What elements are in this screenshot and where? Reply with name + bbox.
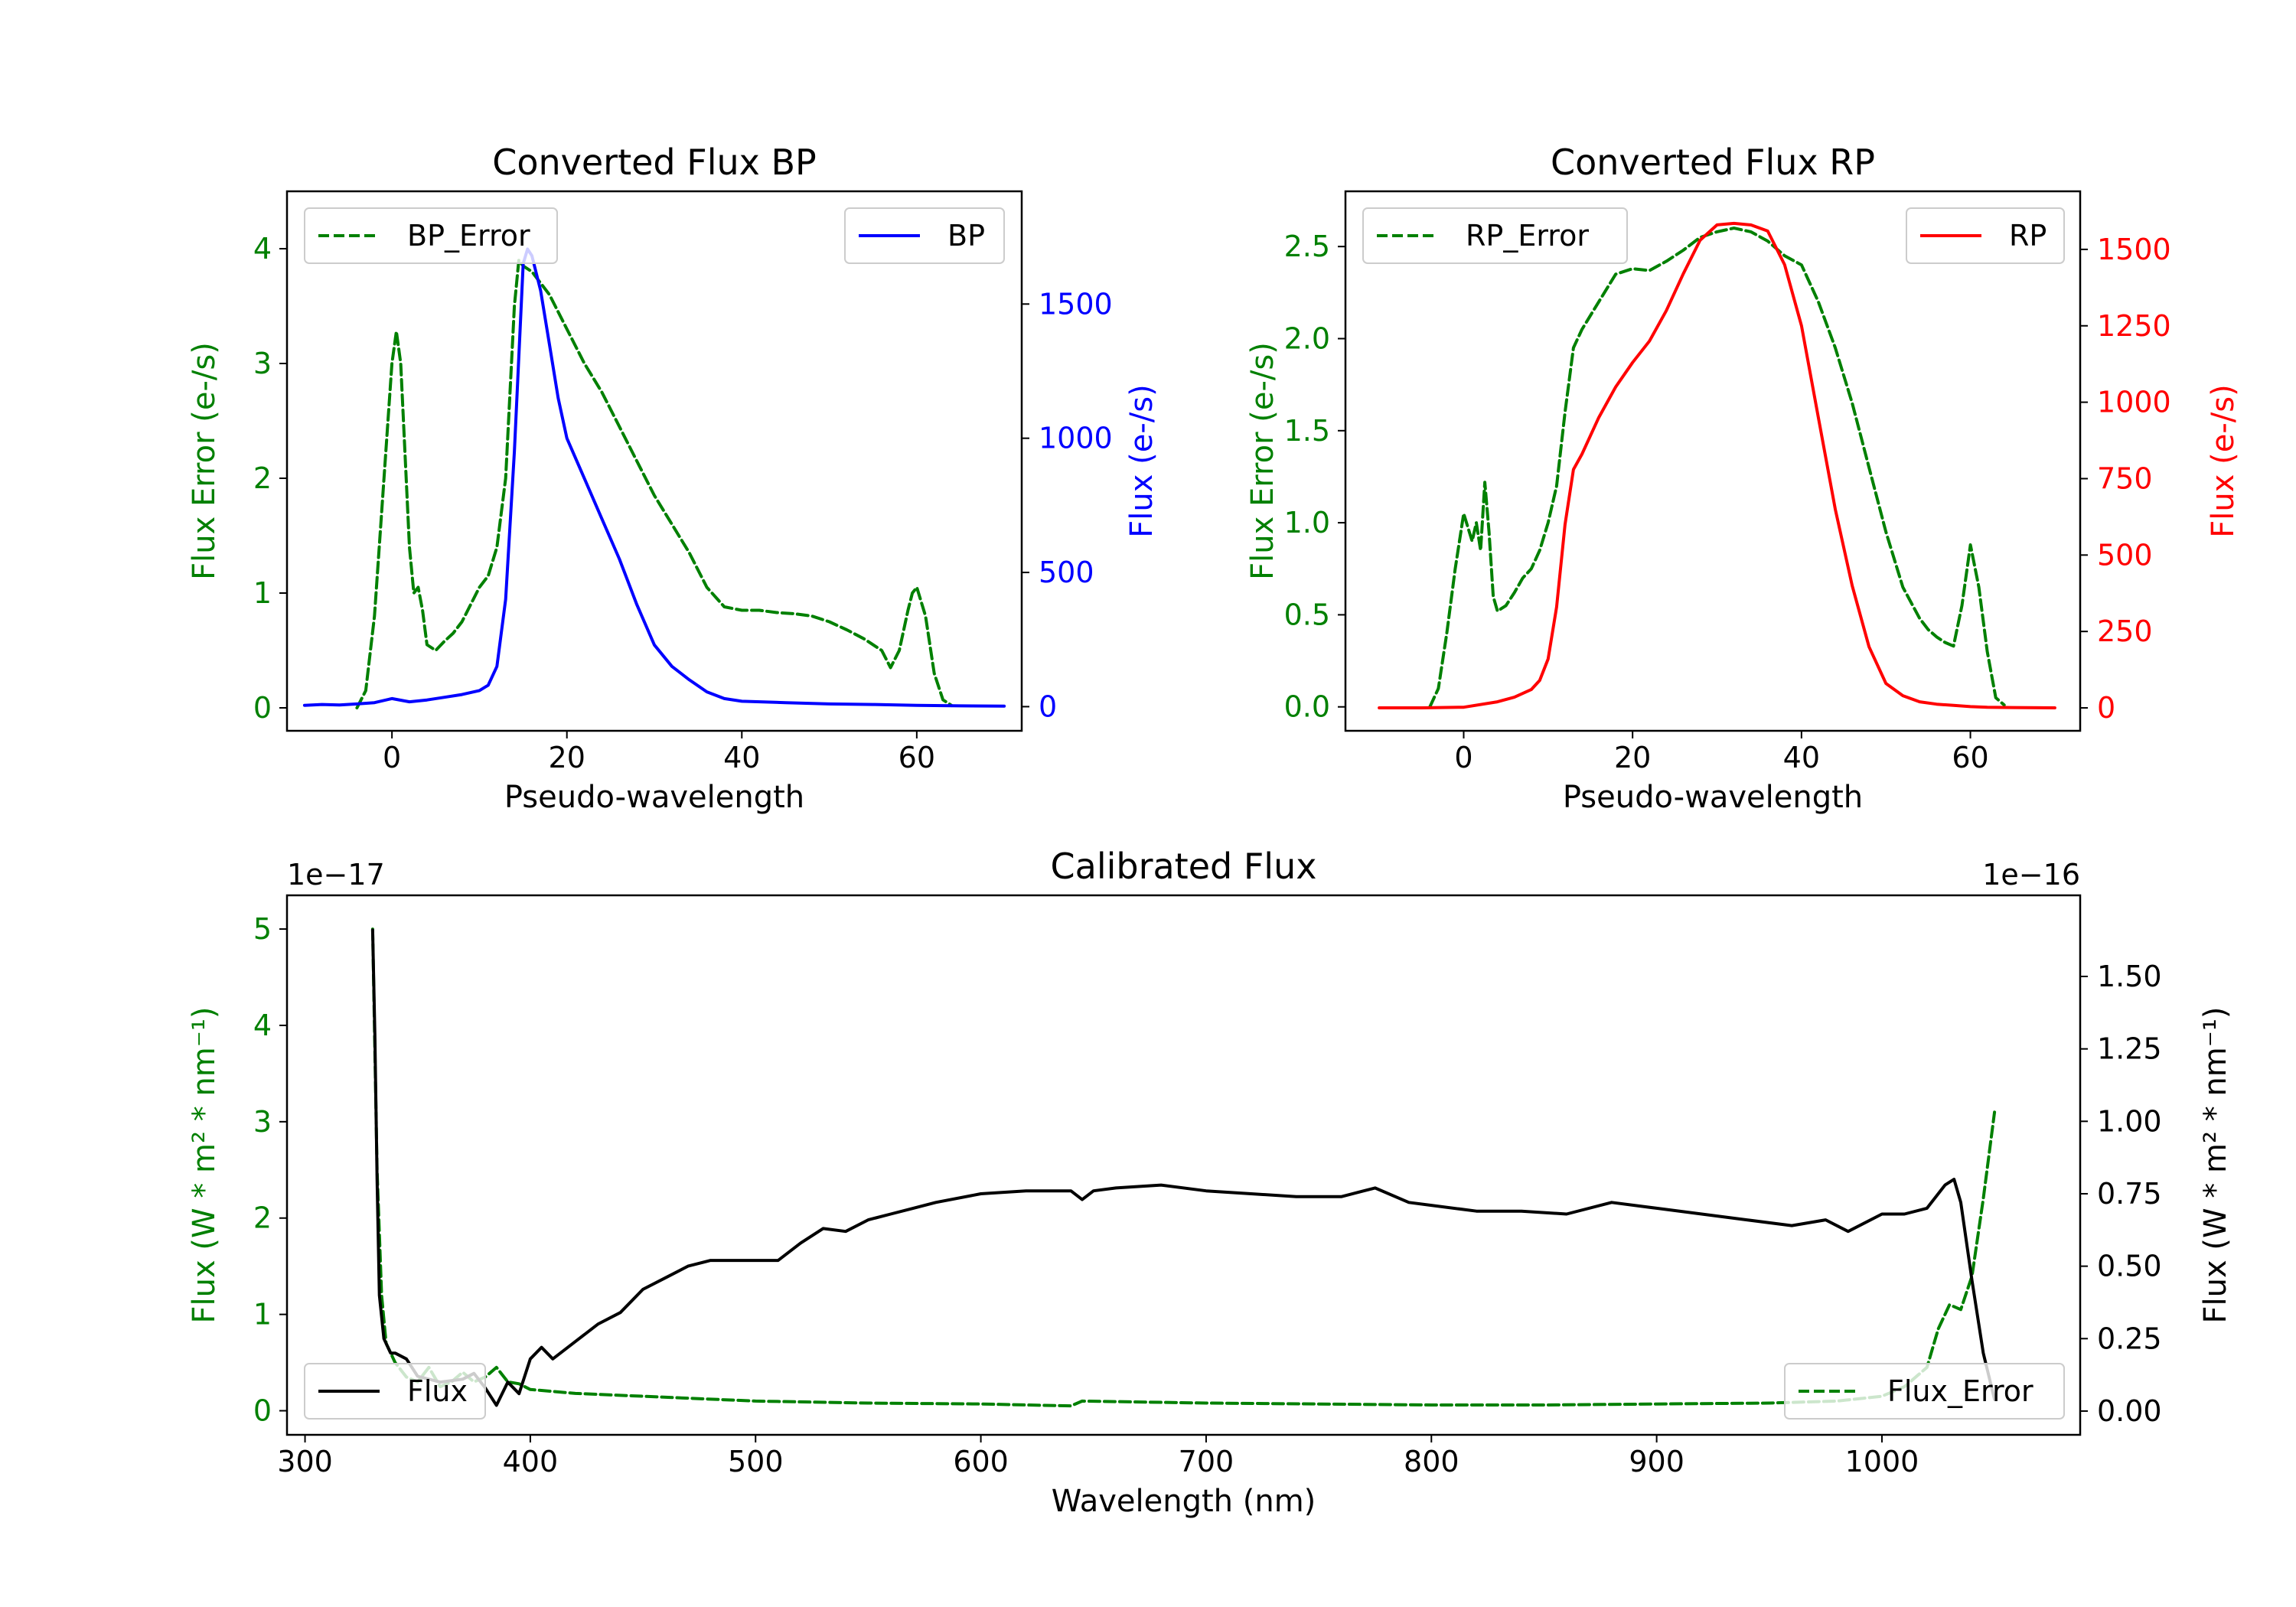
chart-title: Converted Flux RP <box>1551 142 1875 183</box>
y-left-tick-label: 0.0 <box>1284 690 1330 724</box>
chart-rp: 0 20 40 60 0.0 0.5 1.0 1.5 2.0 2.5 0 250 500 750 1000 1… <box>1245 142 2241 815</box>
chart-cal: 300 400 500 600 700 800 900 1000 0 1 2 3 4 5 0.00 0.25 0… <box>187 846 2233 1519</box>
legend-box <box>1784 1363 2065 1420</box>
y-left-tick-label: 0 <box>253 691 272 725</box>
legend-box <box>304 1363 486 1420</box>
y-right-tick-label: 1250 <box>2097 309 2171 343</box>
y-left-tick-label: 2 <box>253 461 272 495</box>
x-tick-label: 0 <box>1454 741 1473 774</box>
y-right-tick-label: 0 <box>1039 689 1057 723</box>
legend-label: RP_Error <box>1466 219 1589 253</box>
x-tick-label: 40 <box>723 741 760 774</box>
legend-box <box>304 207 558 264</box>
legend: Flux_Error <box>1784 1363 2065 1420</box>
x-tick-label: 400 <box>503 1445 559 1478</box>
legend-label: BP <box>947 219 985 253</box>
legend-box <box>844 207 1005 264</box>
y-right-offset-label: 1e−16 <box>1982 858 2080 892</box>
y-right-tick-label: 0.00 <box>2097 1394 2162 1428</box>
series-line-rp <box>1378 221 2056 709</box>
y-left-tick-label: 2 <box>253 1201 272 1235</box>
y-right-tick-label: 500 <box>1039 556 1094 589</box>
y-right-tick-label: 1.25 <box>2097 1032 2162 1066</box>
x-tick-label: 0 <box>383 741 401 774</box>
axes-frame <box>1344 190 2082 732</box>
x-axis-label: Pseudo-wavelength <box>1563 780 1863 815</box>
x-tick-label: 800 <box>1404 1445 1459 1478</box>
x-axis-label: Pseudo-wavelength <box>504 780 804 815</box>
y-left-tick-label: 1.5 <box>1284 414 1330 448</box>
y-left-tick-label: 1 <box>253 576 272 610</box>
y-right-axis-label: Flux (e-/s) <box>1124 384 1159 537</box>
y-left-tick-label: 3 <box>253 347 272 380</box>
y-right-tick-label: 1.50 <box>2097 960 2162 993</box>
legend-box <box>1362 207 1628 264</box>
chart-title: Calibrated Flux <box>1051 846 1317 887</box>
x-tick-label: 40 <box>1783 741 1820 774</box>
legend-box <box>1906 207 2065 264</box>
legend: BP <box>844 207 1005 264</box>
x-tick-label: 500 <box>728 1445 784 1478</box>
y-right-tick-label: 1000 <box>2097 386 2171 419</box>
y-left-axis-label: Flux Error (e-/s) <box>187 342 222 580</box>
x-tick-label: 900 <box>1629 1445 1684 1478</box>
chart-title: Converted Flux BP <box>492 142 817 183</box>
legend-label: Flux_Error <box>1887 1374 2033 1408</box>
y-right-tick-label: 1000 <box>1039 422 1113 455</box>
legend-label: RP <box>2009 219 2047 253</box>
x-tick-label: 1000 <box>1845 1445 1919 1478</box>
y-left-tick-label: 2.0 <box>1284 321 1330 355</box>
x-axis-label: Wavelength (nm) <box>1052 1484 1316 1519</box>
x-tick-label: 60 <box>899 741 935 774</box>
y-right-tick-label: 250 <box>2097 614 2153 648</box>
y-left-tick-label: 4 <box>253 232 272 266</box>
x-tick-label: 600 <box>953 1445 1009 1478</box>
series-line-bp <box>302 247 1006 708</box>
x-tick-label: 700 <box>1179 1445 1234 1478</box>
x-tick-label: 20 <box>1614 741 1651 774</box>
y-right-axis-label: Flux (W * m² * nm⁻¹) <box>2198 1007 2233 1324</box>
legend: RP_Error <box>1362 207 1628 264</box>
y-right-tick-label: 0.75 <box>2097 1177 2162 1211</box>
legend: RP <box>1906 207 2065 264</box>
y-left-tick-label: 3 <box>253 1105 272 1139</box>
x-tick-label: 20 <box>549 741 585 774</box>
y-right-tick-label: 0 <box>2097 691 2115 725</box>
y-left-tick-label: 1.0 <box>1284 506 1330 539</box>
series-line-bp-error <box>355 259 954 709</box>
y-right-tick-label: 1500 <box>2097 233 2171 266</box>
y-left-tick-label: 0.5 <box>1284 598 1330 631</box>
axes-frame <box>285 190 1023 732</box>
legend: Flux <box>304 1363 486 1420</box>
y-left-tick-label: 1 <box>253 1298 272 1332</box>
y-right-axis-label: Flux (e-/s) <box>2206 384 2241 537</box>
legend-label: Flux <box>407 1374 468 1408</box>
y-left-tick-label: 4 <box>253 1009 272 1042</box>
y-left-offset-label: 1e−17 <box>287 858 385 892</box>
y-left-tick-label: 0 <box>253 1394 272 1428</box>
y-right-tick-label: 750 <box>2097 461 2153 495</box>
y-left-axis-label: Flux (W * m² * nm⁻¹) <box>187 1007 222 1324</box>
y-right-tick-label: 1.00 <box>2097 1104 2162 1138</box>
y-left-tick-label: 5 <box>253 912 272 946</box>
x-tick-label: 300 <box>277 1445 333 1478</box>
legend-label: BP_Error <box>407 219 530 253</box>
y-right-tick-label: 0.50 <box>2097 1250 2162 1283</box>
y-right-tick-label: 500 <box>2097 538 2153 572</box>
axes-frame <box>285 894 2082 1436</box>
series-line-rp-error <box>1428 227 2006 709</box>
y-left-tick-label: 2.5 <box>1284 230 1330 263</box>
y-right-tick-label: 1500 <box>1039 287 1113 321</box>
y-left-axis-label: Flux Error (e-/s) <box>1245 342 1280 580</box>
legend: BP_Error <box>304 207 558 264</box>
y-right-tick-label: 0.25 <box>2097 1322 2162 1355</box>
x-tick-label: 60 <box>1952 741 1988 774</box>
